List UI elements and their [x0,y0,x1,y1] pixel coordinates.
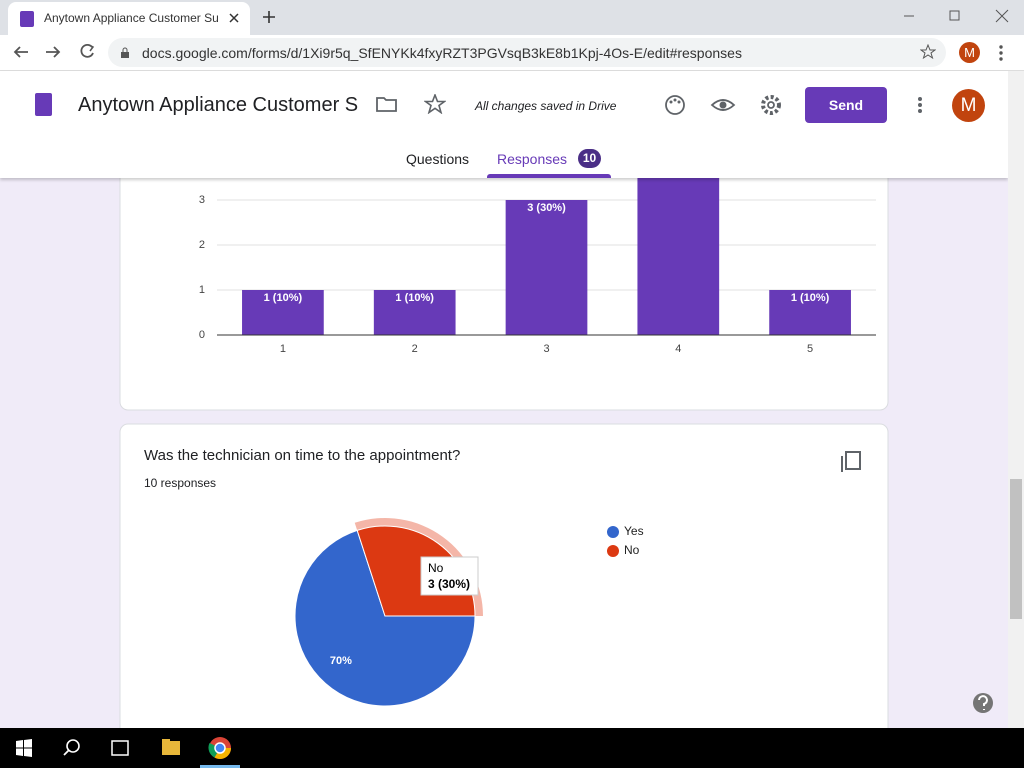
url: docs.google.com/forms/d/1Xi9r5q_SfENYKk4… [142,45,742,61]
card [119,423,889,728]
legend-swatch [607,545,619,557]
more-menu[interactable] [917,96,923,114]
toolbar: docs.google.com/forms/d/1Xi9r5q_SfENYKk4… [0,35,1024,71]
pie-slice [294,529,476,707]
tab-close[interactable] [228,12,240,24]
tab-icon [20,11,34,27]
chrome-menu[interactable] [998,44,1004,62]
bar [373,290,456,335]
new-tab[interactable] [262,10,276,24]
bar-value-label: 1 (10%) [395,292,434,304]
bar-value-label: 1 (10%) [264,292,303,304]
tooltip-label: No [428,561,444,575]
response-count: 10 [578,149,601,168]
legend-label: No [624,543,640,557]
bar-value-label: 3 (30%) [527,202,566,214]
taskbar [0,728,1024,768]
y-tick-label: 1 [199,284,205,296]
y-tick-label: 3 [199,194,205,206]
x-tick-label: 1 [280,343,286,355]
bar-value-label: 1 (10%) [791,292,830,304]
help-icon [973,693,993,713]
x-tick-label: 4 [675,343,681,355]
questions-tab[interactable]: Questions [406,151,470,167]
send-button[interactable]: Send [805,87,887,123]
x-tick-label: 3 [543,343,549,355]
help-button[interactable] [973,693,993,713]
folder-icon[interactable] [376,95,398,113]
question-title: Was the technician on time to the appoin… [144,447,460,464]
tab-indicator [487,174,611,178]
tooltip: No 3 (30%) [420,556,479,596]
legend-swatch [607,526,619,538]
bar [637,155,720,335]
active-tab[interactable]: Anytown Appliance Customer Su [8,2,250,35]
tab-title: Anytown Appliance Customer Su [44,11,219,25]
profile-avatar[interactable]: M [959,42,980,63]
taskbar-icons[interactable] [0,728,250,768]
bar [769,290,851,335]
copy-chart-button[interactable] [841,451,861,472]
x-tick-label: 2 [412,343,418,355]
bookmark-star[interactable] [920,44,936,60]
bar [242,290,324,335]
copy-icon [845,451,861,470]
legend-label: Yes [624,524,644,538]
window-controls[interactable] [900,8,1016,24]
bar [505,200,588,335]
nav-buttons[interactable] [12,43,102,61]
form-title[interactable]: Anytown Appliance Customer S [78,94,359,116]
omnibox[interactable]: docs.google.com/forms/d/1Xi9r5q_SfENYKk4… [108,38,946,67]
tooltip-value: 3 (30%) [428,577,470,591]
tooltip-box [420,556,479,596]
responses-tab[interactable]: Responses [497,151,568,167]
response-count-label: 10 responses [144,476,216,490]
help-icon [978,695,988,710]
x-tick-label: 5 [807,343,813,355]
y-tick-label: 0 [199,329,205,341]
star-icon[interactable] [424,94,446,114]
scroll-thumb[interactable] [1010,479,1022,619]
lock-icon [121,47,129,58]
tab-strip: Anytown Appliance Customer Su [0,0,1024,35]
slice-label: 70% [330,655,352,667]
header-icons[interactable] [663,93,783,117]
forms-icon[interactable] [35,93,52,116]
forms-header: Anytown Appliance Customer S All changes… [0,71,1008,178]
scrollbar[interactable] [1008,71,1024,728]
account-avatar[interactable]: M [952,89,985,122]
save-status: All changes saved in Drive [475,99,617,113]
y-tick-label: 2 [199,239,205,251]
